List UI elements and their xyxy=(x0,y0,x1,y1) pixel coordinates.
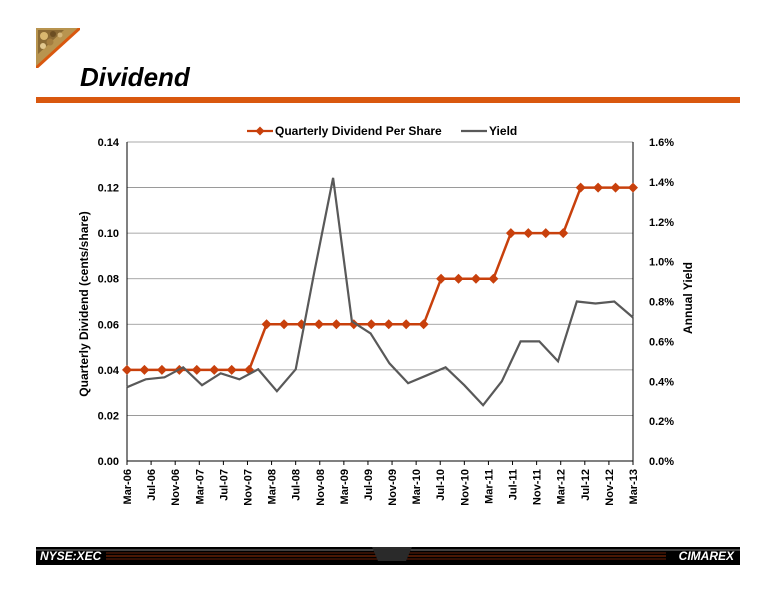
dividend-point xyxy=(418,319,429,330)
y-tick-label: 0.08 xyxy=(98,274,119,286)
legend-marker xyxy=(255,126,265,136)
dividend-point xyxy=(558,228,569,239)
dividend-point xyxy=(383,319,394,330)
x-tick-label: Nov-07 xyxy=(242,469,254,506)
x-tick-label: Jul-06 xyxy=(146,469,158,501)
company-logo xyxy=(34,26,82,70)
y2-tick-label: 0.6% xyxy=(649,336,674,348)
dividend-point xyxy=(209,364,220,375)
x-tick-label: Mar-10 xyxy=(411,469,423,504)
y2-tick-label: 0.2% xyxy=(649,416,674,428)
x-tick-label: Nov-06 xyxy=(170,469,182,506)
x-tick-label: Jul-10 xyxy=(435,469,447,501)
y-tick-label: 0.12 xyxy=(98,183,119,195)
x-tick-label: Mar-12 xyxy=(556,469,568,504)
axes: 0.00 0.02 0.04 0.06 0.08 0.10 0.12 0.14 0.0% 0.2%… xyxy=(98,137,675,506)
y2-tick-label: 0.8% xyxy=(649,297,674,309)
x-tick-label: Mar-07 xyxy=(194,469,206,504)
dividend-point xyxy=(436,273,447,284)
dividend-point xyxy=(610,182,621,193)
x-tick-label: Jul-11 xyxy=(508,469,520,500)
legend: Quarterly Dividend Per Share Yield xyxy=(247,124,517,138)
yield-line xyxy=(126,177,634,407)
x-tick-label: Jul-12 xyxy=(580,469,592,501)
dividend-point xyxy=(488,273,499,284)
slide-title: Dividend xyxy=(80,62,190,92)
dividend-point xyxy=(191,364,202,375)
dividend-point xyxy=(366,319,377,330)
dividend-point xyxy=(226,364,237,375)
footer-ticker: NYSE:XEC xyxy=(40,549,102,563)
y-tick-label: 0.02 xyxy=(98,410,119,422)
x-tick-label: Nov-10 xyxy=(459,469,471,506)
x-tick-label: Nov-09 xyxy=(387,469,399,506)
y2-tick-label: 0.0% xyxy=(649,456,674,468)
y2-tick-label: 1.4% xyxy=(649,177,674,189)
x-tick-label: Nov-12 xyxy=(604,469,616,506)
dividend-point xyxy=(122,364,132,375)
y2-tick-label: 0.4% xyxy=(649,376,674,388)
footer-bar xyxy=(36,547,740,565)
dividend-point xyxy=(470,273,481,284)
series xyxy=(122,177,638,407)
x-tick-label: Mar-13 xyxy=(628,469,640,504)
x-tick-label: Nov-08 xyxy=(315,469,327,506)
dividend-point xyxy=(261,319,272,330)
dividend-point xyxy=(331,319,342,330)
title-rule xyxy=(36,97,740,103)
x-tick-label: Jul-08 xyxy=(291,469,303,501)
dividend-point xyxy=(505,228,516,239)
y2-axis-title: Annual Yield xyxy=(681,262,695,334)
y-tick-label: 0.06 xyxy=(98,319,119,331)
x-tick-label: Jul-09 xyxy=(363,469,375,501)
x-tick-label: Mar-06 xyxy=(122,469,134,504)
y2-tick-label: 1.6% xyxy=(649,137,674,149)
dividend-point xyxy=(523,228,534,239)
dividend-point xyxy=(575,182,586,193)
y-tick-label: 0.04 xyxy=(98,365,120,377)
y-tick-label: 0.14 xyxy=(98,137,120,149)
x-tick-label: Mar-09 xyxy=(339,469,351,504)
gridlines xyxy=(127,141,633,462)
dividend-point xyxy=(279,319,290,330)
dividend-point xyxy=(593,182,604,193)
dividend-point xyxy=(156,364,167,375)
x-tick-label: Mar-11 xyxy=(483,469,495,504)
footer-brand: CIMAREX xyxy=(678,549,734,563)
dividend-point xyxy=(401,319,412,330)
y-axis-title: Quarterly Dividend (cents/share) xyxy=(77,211,91,396)
y2-tick-label: 1.0% xyxy=(649,257,674,269)
dividend-point xyxy=(139,364,150,375)
x-tick-label: Nov-11 xyxy=(532,469,544,505)
legend-label: Yield xyxy=(489,124,517,138)
legend-label: Quarterly Dividend Per Share xyxy=(275,124,442,138)
x-tick-label: Jul-07 xyxy=(218,469,230,501)
dividend-point xyxy=(453,273,464,284)
y2-tick-label: 1.2% xyxy=(649,217,674,229)
y-tick-label: 0.10 xyxy=(98,228,119,240)
dividend-point xyxy=(313,319,324,330)
dividend-point xyxy=(628,182,638,193)
x-tick-label: Mar-08 xyxy=(267,469,279,504)
y-tick-label: 0.00 xyxy=(98,456,119,468)
dividend-point xyxy=(540,228,551,239)
